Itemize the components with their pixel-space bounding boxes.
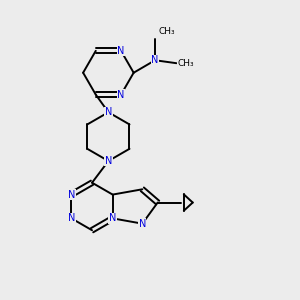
Text: N: N bbox=[105, 107, 112, 117]
Text: N: N bbox=[152, 55, 159, 65]
Text: N: N bbox=[105, 156, 112, 166]
Text: CH₃: CH₃ bbox=[159, 28, 175, 37]
Text: N: N bbox=[117, 46, 125, 56]
Text: N: N bbox=[109, 213, 116, 224]
Text: CH₃: CH₃ bbox=[178, 59, 195, 68]
Text: N: N bbox=[139, 219, 146, 229]
Text: N: N bbox=[68, 213, 75, 224]
Text: N: N bbox=[68, 190, 75, 200]
Text: N: N bbox=[117, 90, 125, 100]
